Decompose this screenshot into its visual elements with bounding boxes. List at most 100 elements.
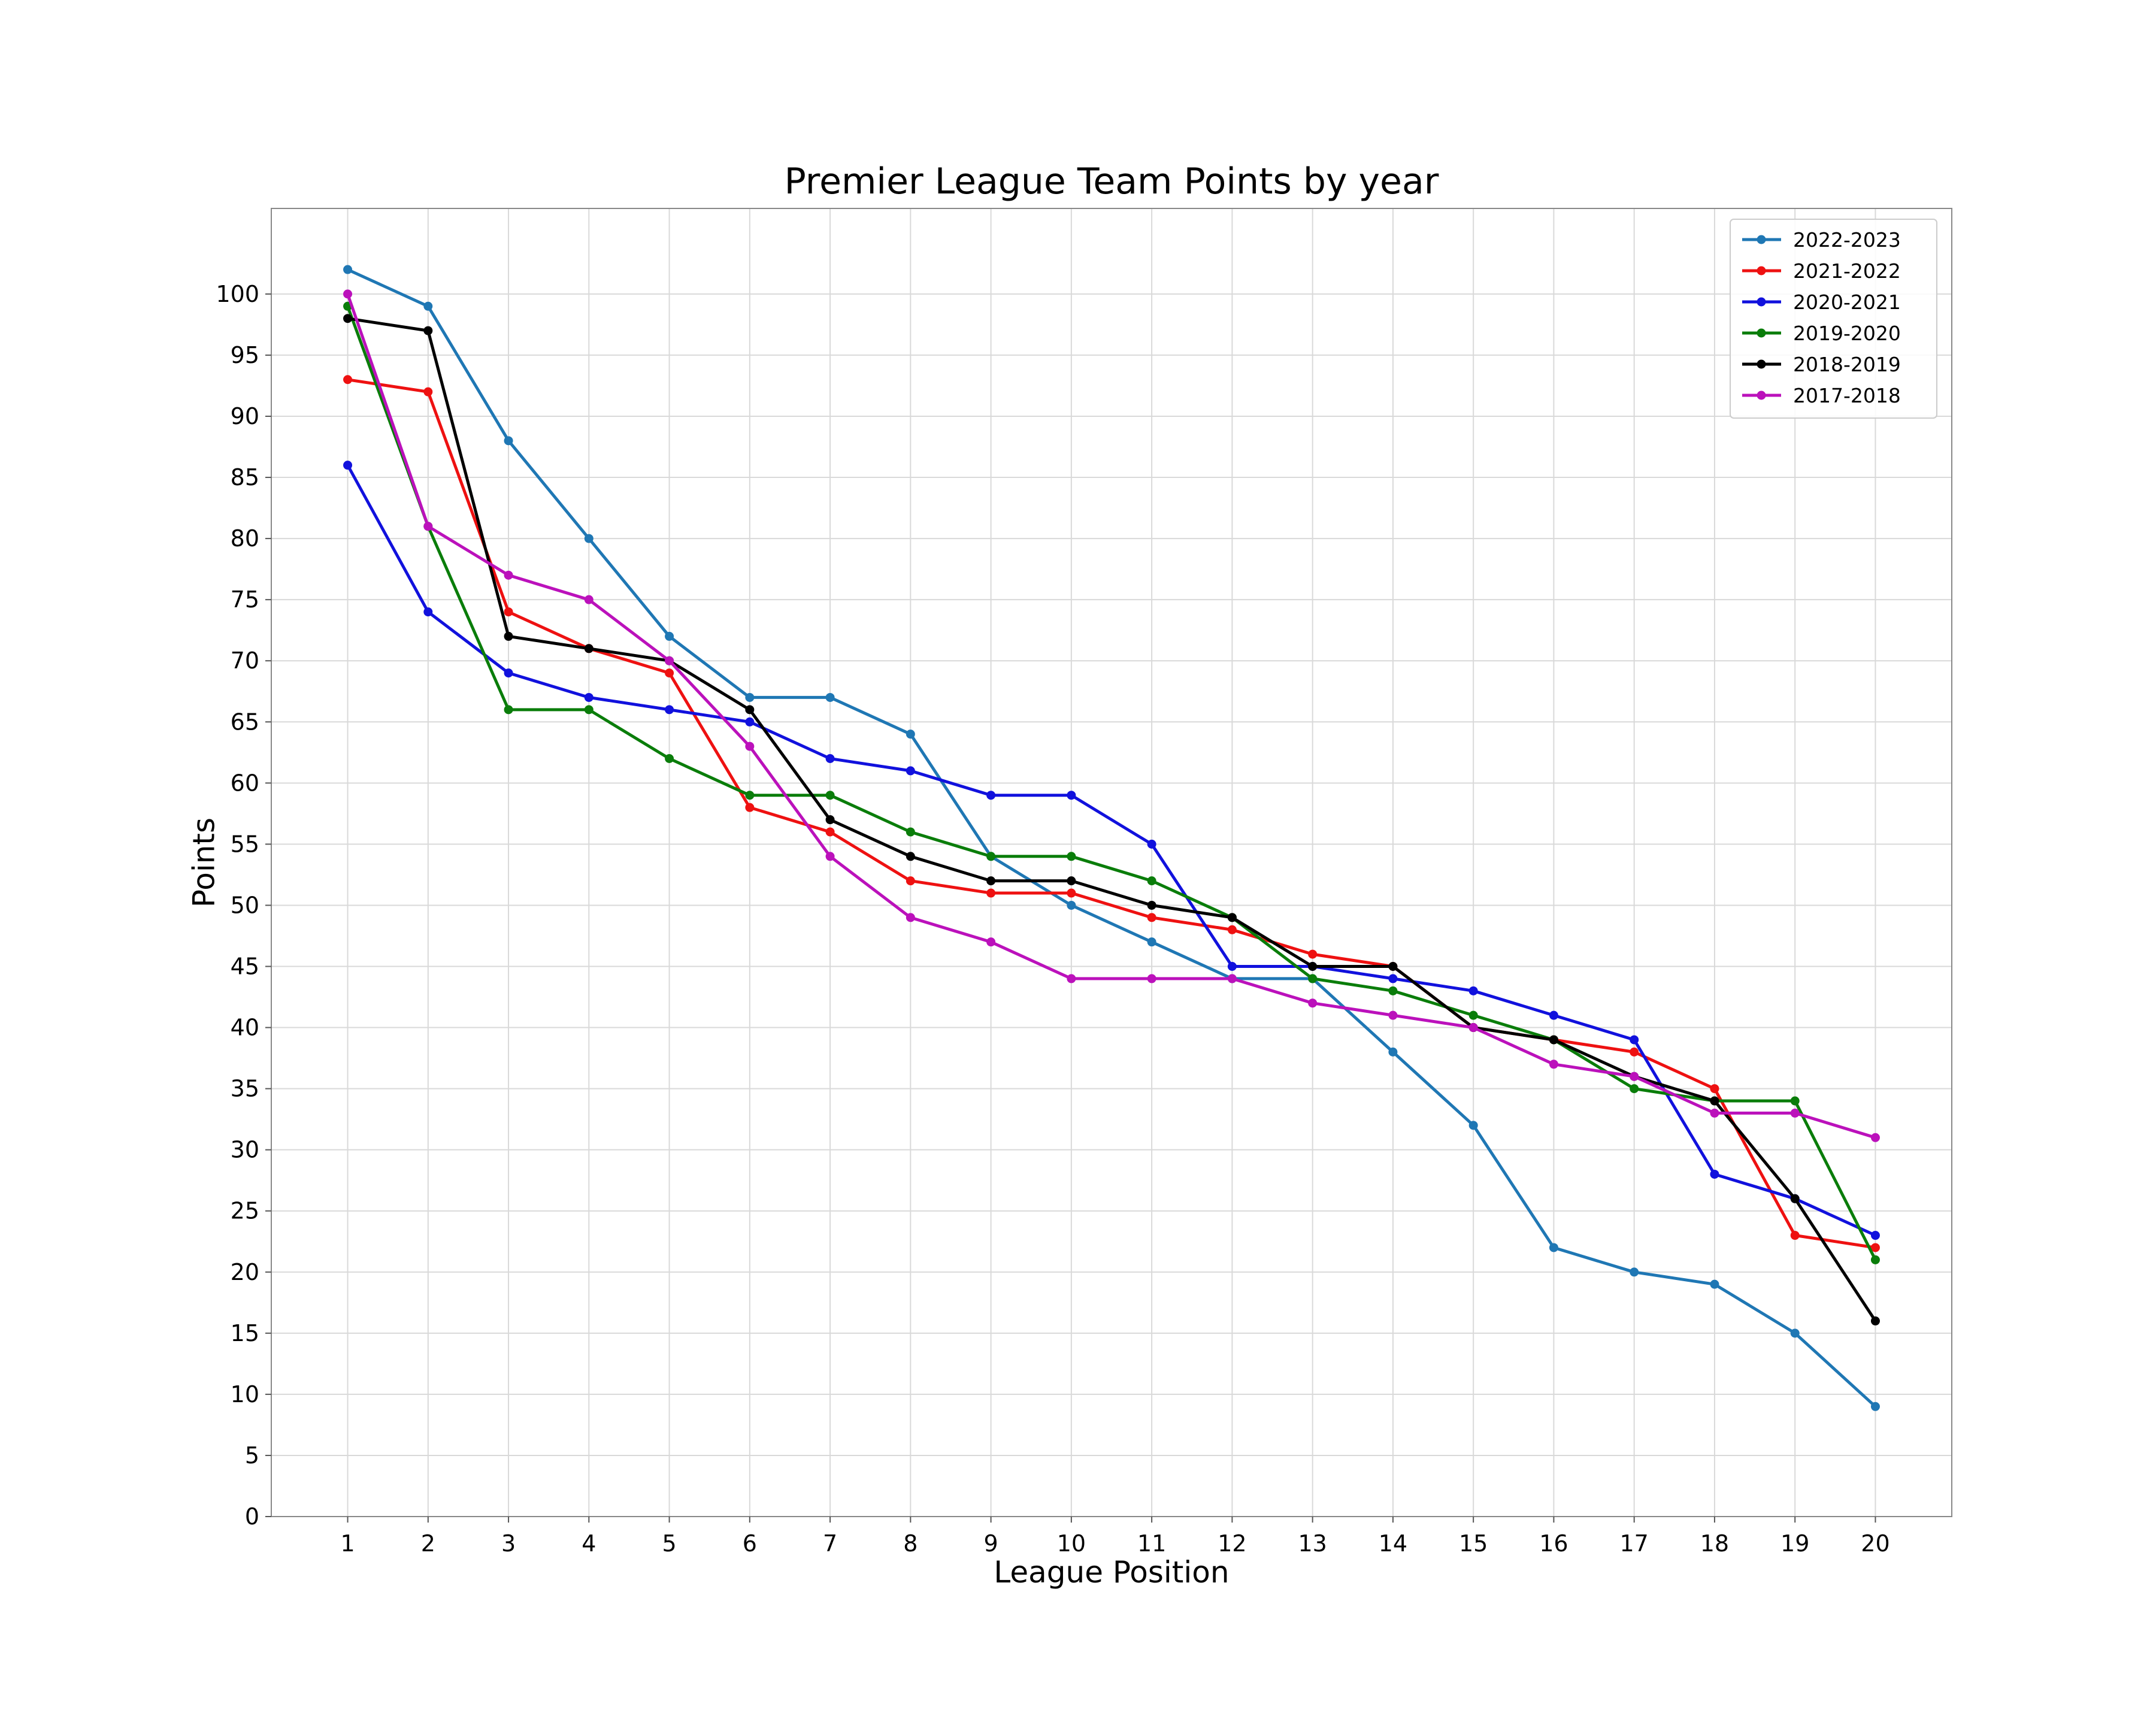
data-point bbox=[1870, 1255, 1880, 1264]
data-point bbox=[1147, 913, 1156, 922]
data-point bbox=[986, 888, 996, 898]
x-tick-label: 8 bbox=[903, 1530, 917, 1557]
legend: 2022-2023 2021-2022 2020-2021 2019-2020 2018… bbox=[1730, 219, 1937, 419]
y-tick-label: 75 bbox=[231, 586, 259, 613]
data-point bbox=[1870, 1243, 1880, 1252]
legend-label: 2017-2018 bbox=[1793, 384, 1901, 407]
data-point bbox=[1227, 974, 1237, 983]
data-point bbox=[665, 754, 674, 764]
data-point bbox=[504, 668, 513, 678]
data-point bbox=[1790, 1108, 1800, 1118]
data-point bbox=[825, 815, 835, 825]
data-point bbox=[504, 570, 513, 580]
legend-swatch-marker bbox=[1757, 266, 1766, 276]
y-tick-label: 70 bbox=[231, 647, 259, 674]
data-point bbox=[986, 791, 996, 800]
data-point bbox=[1067, 900, 1076, 910]
data-point bbox=[1067, 974, 1076, 983]
series-line bbox=[347, 317, 1877, 1322]
data-point bbox=[1147, 876, 1156, 886]
x-tick-label: 16 bbox=[1539, 1530, 1568, 1557]
x-tick-label: 7 bbox=[823, 1530, 837, 1557]
data-point bbox=[986, 937, 996, 947]
plot-area bbox=[271, 208, 1952, 1517]
data-point bbox=[1147, 900, 1156, 910]
legend-box bbox=[1730, 219, 1937, 419]
data-point bbox=[1630, 1047, 1639, 1057]
legend-swatch-marker bbox=[1757, 359, 1766, 369]
x-tick-label: 1 bbox=[340, 1530, 355, 1557]
y-tick-label: 90 bbox=[231, 403, 259, 429]
data-point bbox=[1067, 852, 1076, 861]
y-axis: 0 5 10 15 20 25 30 35 40 45 50 55 60 65 70 75 80 85 90 95 10… bbox=[216, 281, 271, 1530]
series-2021-2022 bbox=[343, 375, 1880, 1252]
legend-entry: 2018-2019 bbox=[1742, 353, 1901, 376]
data-point bbox=[906, 766, 915, 776]
y-tick-label: 55 bbox=[231, 831, 259, 857]
series-line bbox=[346, 464, 1876, 1237]
y-axis-label: Points bbox=[187, 818, 222, 907]
x-tick-label: 2 bbox=[421, 1530, 435, 1557]
x-tick-label: 11 bbox=[1137, 1530, 1166, 1557]
x-tick-label: 4 bbox=[582, 1530, 596, 1557]
x-tick-label: 18 bbox=[1700, 1530, 1729, 1557]
data-point bbox=[343, 461, 353, 470]
data-point bbox=[745, 717, 755, 727]
y-tick-label: 20 bbox=[231, 1259, 259, 1285]
series-2020-2021 bbox=[343, 461, 1880, 1240]
data-point bbox=[986, 852, 996, 861]
y-tick-label: 95 bbox=[231, 342, 259, 368]
legend-swatch-marker bbox=[1757, 328, 1766, 338]
x-tick-label: 12 bbox=[1218, 1530, 1246, 1557]
data-point bbox=[1549, 1243, 1558, 1252]
data-point bbox=[1388, 961, 1398, 971]
data-point bbox=[1790, 1328, 1800, 1338]
grid-lines bbox=[271, 208, 1952, 1517]
data-point bbox=[906, 876, 915, 886]
y-tick-label: 65 bbox=[231, 709, 259, 735]
data-point bbox=[343, 265, 353, 274]
data-point bbox=[1710, 1084, 1719, 1094]
y-tick-label: 30 bbox=[231, 1137, 259, 1163]
y-tick-label: 35 bbox=[231, 1076, 259, 1102]
data-point bbox=[1388, 974, 1398, 983]
data-point bbox=[1870, 1402, 1880, 1411]
data-point bbox=[1790, 1231, 1800, 1240]
data-point bbox=[1227, 913, 1237, 922]
data-point bbox=[1710, 1108, 1719, 1118]
y-tick-label: 85 bbox=[231, 464, 259, 491]
data-point bbox=[584, 692, 593, 702]
data-point bbox=[504, 436, 513, 446]
legend-swatch-marker bbox=[1757, 391, 1766, 400]
x-tick-label: 5 bbox=[662, 1530, 676, 1557]
series-2017-2018 bbox=[343, 289, 1880, 1142]
data-point bbox=[1468, 1121, 1478, 1130]
data-point bbox=[665, 656, 674, 665]
series-group bbox=[343, 265, 1880, 1411]
data-point bbox=[1067, 791, 1076, 800]
data-point bbox=[825, 791, 835, 800]
data-point bbox=[584, 644, 593, 653]
x-tick-label: 17 bbox=[1619, 1530, 1648, 1557]
x-tick-label: 20 bbox=[1861, 1530, 1889, 1557]
data-point bbox=[1710, 1169, 1719, 1179]
data-point bbox=[1147, 937, 1156, 947]
data-point bbox=[423, 387, 433, 397]
data-point bbox=[1308, 949, 1318, 959]
data-point bbox=[343, 314, 353, 323]
data-point bbox=[745, 791, 755, 800]
data-point bbox=[1870, 1133, 1880, 1142]
x-tick-label: 15 bbox=[1459, 1530, 1488, 1557]
data-point bbox=[1147, 974, 1156, 983]
y-tick-label: 60 bbox=[231, 770, 259, 796]
data-point bbox=[745, 705, 755, 715]
data-point bbox=[1308, 998, 1318, 1008]
data-point bbox=[504, 607, 513, 617]
data-point bbox=[1549, 1060, 1558, 1069]
y-tick-label: 0 bbox=[245, 1503, 259, 1530]
legend-entry: 2021-2022 bbox=[1742, 259, 1901, 283]
data-point bbox=[906, 852, 915, 861]
data-point bbox=[745, 692, 755, 702]
y-tick-label: 100 bbox=[216, 281, 259, 307]
